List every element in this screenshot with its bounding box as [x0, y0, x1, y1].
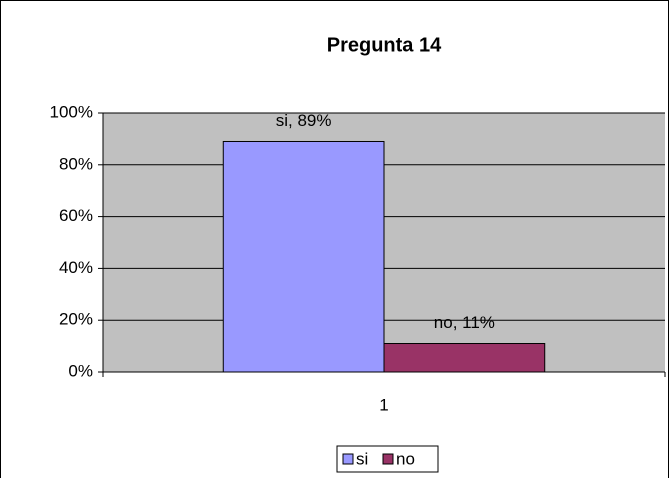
bar: [222, 140, 385, 373]
y-tick-label: 20%: [59, 310, 93, 329]
y-tick-label: 60%: [59, 206, 93, 225]
bar: [383, 343, 546, 373]
y-tick-label: 40%: [59, 258, 93, 277]
y-tick-label: 100%: [50, 102, 93, 121]
data-label: no, 11%: [434, 313, 495, 332]
x-tick-label: 1: [379, 395, 388, 414]
legend-swatch: [342, 453, 354, 465]
legend-label: no: [396, 449, 415, 468]
legend-label: si: [356, 449, 368, 468]
data-label: si, 89%: [276, 111, 332, 130]
y-tick-label: 80%: [59, 154, 93, 173]
legend-swatch: [382, 453, 394, 465]
y-tick-label: 0%: [68, 361, 93, 380]
chart-title: Pregunta 14: [327, 34, 442, 56]
